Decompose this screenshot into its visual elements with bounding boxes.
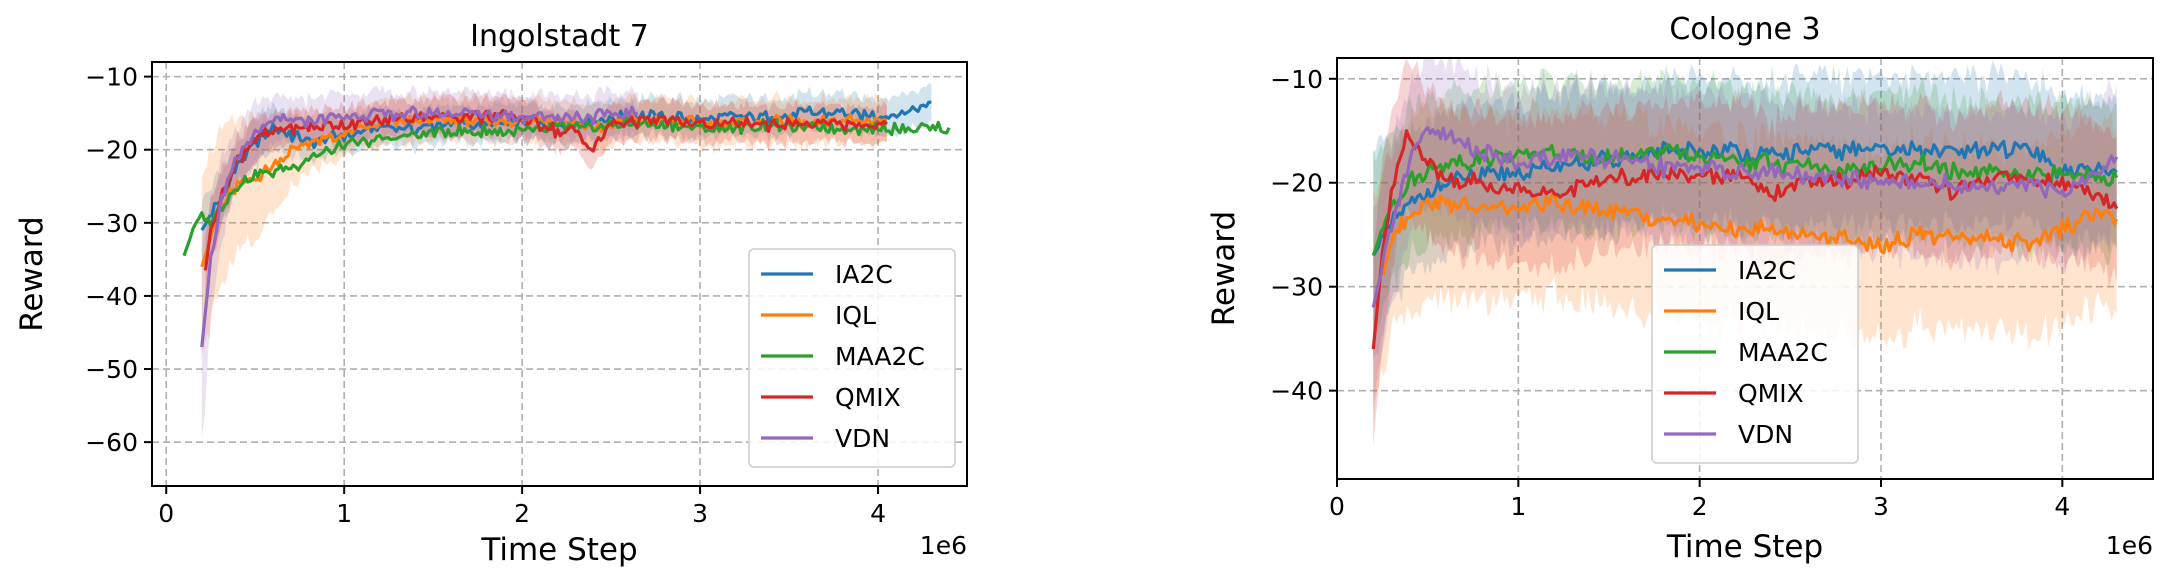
- chart-1-legend-label-vdn: VDN: [1738, 420, 1793, 449]
- chart-1-x-axis-label: Time Step: [1666, 529, 1823, 565]
- chart-1-title: Cologne 3: [1669, 12, 1820, 47]
- chart-0-legend-label-ia2c: IA2C: [835, 260, 893, 289]
- chart-1-x-tick-label-0: 0: [1329, 492, 1345, 521]
- chart-1-legend-label-ia2c: IA2C: [1738, 256, 1796, 285]
- chart-0-y-tick-label-5: −10: [85, 63, 138, 92]
- chart-1-x-multiplier-label: 1e6: [2106, 531, 2153, 560]
- chart-1-y-axis-label: Reward: [1206, 211, 1242, 326]
- chart-1-line-ia2c: [1371, 139, 2118, 257]
- chart-1-x-tick-label-2: 2: [1692, 492, 1708, 521]
- chart-0-legend-label-qmix: QMIX: [835, 383, 901, 412]
- chart-0-legend-label-iql: IQL: [835, 301, 876, 330]
- chart-1-band-ia2c: [1373, 59, 2117, 360]
- chart-0-title: Ingolstadt 7: [470, 19, 649, 54]
- chart-0-legend-box: [748, 248, 956, 468]
- panel-ingolstadt-7: 0 1 2 3 4 −60 −50 −40 −30 −20 −10 Ingolstadt 7 Time …: [14, 19, 968, 568]
- chart-1-x-tick-label-3: 3: [1873, 492, 1889, 521]
- chart-0-y-tick-label-1: −50: [85, 355, 138, 384]
- chart-1-band-vdn: [1373, 58, 2117, 409]
- chart-1-legend-label-iql: IQL: [1738, 297, 1779, 326]
- chart-1-y-tick-label-1: −30: [1270, 273, 1323, 302]
- chart-0-band-iql: [201, 90, 887, 356]
- chart-0-line-vdn: [200, 105, 639, 348]
- chart-0-x-tick-label-1: 1: [336, 499, 352, 528]
- chart-1-legend-label-maa2c: MAA2C: [1738, 338, 1828, 367]
- chart-0-plot-frame: [151, 61, 968, 487]
- chart-1-x-tick-label-1: 1: [1510, 492, 1526, 521]
- chart-0-y-tick-label-2: −40: [85, 282, 138, 311]
- chart-1-legend-label-qmix: QMIX: [1738, 379, 1804, 408]
- chart-1-y-tick-label-3: −10: [1270, 65, 1323, 94]
- chart-0-x-tick-label-2: 2: [514, 499, 530, 528]
- chart-0-x-multiplier-label: 1e6: [920, 531, 967, 560]
- chart-0-line-maa2c: [182, 115, 951, 257]
- chart-0-x-axis-label: Time Step: [480, 532, 637, 568]
- panel-cologne-3: 0 1 2 3 4 −40 −30 −20 −10 Cologne 3 Time Step Rewar…: [1206, 12, 2154, 565]
- chart-1-y-tick-label-2: −20: [1270, 169, 1323, 198]
- chart-1-band-maa2c: [1373, 68, 2117, 363]
- chart-0-line-qmix: [203, 108, 888, 271]
- chart-1-line-qmix: [1371, 129, 2119, 350]
- chart-1-line-vdn: [1371, 126, 2119, 308]
- chart-0-x-tick-label-3: 3: [692, 499, 708, 528]
- chart-0-y-axis-label: Reward: [14, 216, 50, 331]
- chart-1-plot-frame: [1336, 57, 2154, 480]
- chart-0-legend: IA2C IQL MAA2C QMIX VDN: [748, 248, 956, 468]
- chart-1-y-tick-label-0: −40: [1270, 377, 1323, 406]
- chart-0-x-tick-label-0: 0: [158, 499, 174, 528]
- chart-0-x-tick-label-4: 4: [870, 499, 886, 528]
- chart-0-y-tick-label-4: −20: [85, 136, 138, 165]
- chart-0-legend-label-vdn: VDN: [835, 424, 890, 453]
- chart-1-line-iql: [1371, 192, 2119, 308]
- chart-1-legend-box: [1651, 244, 1859, 464]
- chart-0-legend-label-maa2c: MAA2C: [835, 342, 925, 371]
- chart-1-x-tick-label-4: 4: [2054, 492, 2070, 521]
- chart-1-legend: IA2C IQL MAA2C QMIX VDN: [1651, 244, 1859, 464]
- chart-0-y-tick-label-3: −30: [85, 209, 138, 238]
- chart-0-y-tick-label-0: −60: [85, 428, 138, 457]
